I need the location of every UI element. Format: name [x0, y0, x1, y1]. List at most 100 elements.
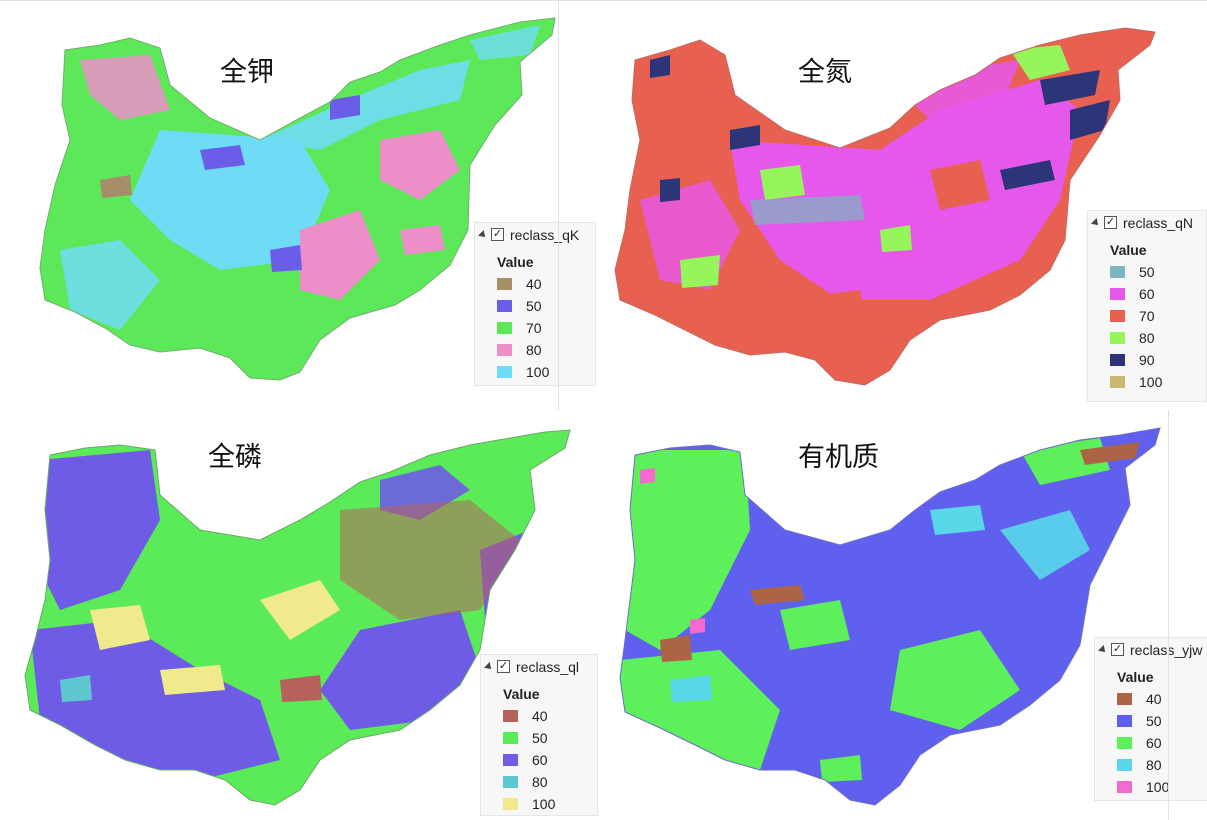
- legend-item: 100: [1095, 776, 1207, 798]
- legend-swatch: [503, 710, 518, 723]
- legend-item: 50: [475, 295, 595, 317]
- legend-swatch: [503, 798, 518, 811]
- legend-item-label: 60: [1146, 735, 1162, 751]
- layer-name: reclass_qN: [1123, 215, 1194, 231]
- layer-visibility-checkbox[interactable]: ✓: [1111, 643, 1124, 656]
- legend-item: 100: [481, 793, 597, 815]
- legend-swatch: [497, 366, 512, 379]
- legend-ql: ✓ reclass_ql Value 40 50 60 80 100: [480, 654, 598, 816]
- legend-item-label: 40: [1146, 691, 1162, 707]
- legend-item-label: 50: [1139, 264, 1155, 280]
- legend-header: ✓ reclass_yjw: [1095, 638, 1207, 662]
- layer-visibility-checkbox[interactable]: ✓: [497, 660, 510, 673]
- legend-swatch: [497, 322, 512, 335]
- legend-item: 40: [475, 273, 595, 295]
- legend-item-label: 100: [1139, 374, 1163, 390]
- legend-swatch: [497, 278, 512, 291]
- map-panel-qK: 全钾 ✓ reclass_qK Value 40 50 70 80 100: [0, 0, 600, 410]
- legend-item-label: 40: [526, 276, 542, 292]
- legend-swatch: [503, 754, 518, 767]
- layer-name: reclass_yjw: [1130, 642, 1203, 658]
- legend-item-label: 50: [526, 298, 542, 314]
- legend-item: 60: [481, 749, 597, 771]
- map-raster-yjw: [620, 428, 1160, 805]
- map-canvas-qK: [39, 17, 556, 381]
- panel-divider-horizontal: [0, 0, 1207, 1]
- legend-item: 70: [475, 317, 595, 339]
- legend-item: 90: [1088, 349, 1206, 371]
- legend-header: ✓ reclass_ql: [481, 655, 597, 679]
- map-canvas-ql: [24, 429, 571, 806]
- legend-items: 40 50 60 80 100: [481, 705, 597, 815]
- legend-item-label: 80: [526, 342, 542, 358]
- map-canvas-yjw: [619, 427, 1161, 806]
- legend-item: 80: [475, 339, 595, 361]
- map-canvas-qN: [614, 27, 1156, 386]
- legend-swatch: [497, 300, 512, 313]
- legend-item: 80: [481, 771, 597, 793]
- legend-item: 70: [1088, 305, 1206, 327]
- legend-items: 50 60 70 80 90 100: [1088, 261, 1206, 393]
- legend-item-label: 70: [526, 320, 542, 336]
- legend-swatch: [1110, 310, 1125, 323]
- map-title: 有机质: [798, 442, 879, 473]
- legend-item: 80: [1088, 327, 1206, 349]
- legend-item-label: 50: [1146, 713, 1162, 729]
- map-panel-qN: 全氮 ✓ reclass_qN Value 50 60 70 80 90 100: [600, 0, 1207, 410]
- legend-swatch: [1117, 781, 1132, 794]
- map-panel-yjw: 有机质 ✓ reclass_yjw Value 40 50 60 80 100: [600, 410, 1207, 820]
- legend-item: 100: [475, 361, 595, 383]
- legend-value-header: Value: [497, 254, 534, 270]
- legend-item: 40: [481, 705, 597, 727]
- legend-swatch: [1117, 715, 1132, 728]
- legend-item-label: 100: [1146, 779, 1170, 795]
- map-title: 全氮: [798, 57, 852, 88]
- legend-item-label: 60: [532, 752, 548, 768]
- legend-swatch: [1110, 376, 1125, 389]
- legend-item-label: 90: [1139, 352, 1155, 368]
- legend-item-label: 40: [532, 708, 548, 724]
- legend-item: 60: [1088, 283, 1206, 305]
- collapse-triangle-icon[interactable]: [1091, 218, 1101, 228]
- legend-swatch: [497, 344, 512, 357]
- map-panel-ql: 全磷 ✓ reclass_ql Value 40 50 60 80 100: [0, 410, 600, 820]
- legend-swatch: [1110, 266, 1125, 279]
- legend-item-label: 80: [532, 774, 548, 790]
- legend-item: 80: [1095, 754, 1207, 776]
- legend-qK: ✓ reclass_qK Value 40 50 70 80 100: [474, 222, 596, 386]
- legend-header: ✓ reclass_qN: [1088, 211, 1206, 235]
- map-title: 全磷: [208, 442, 262, 473]
- layer-visibility-checkbox[interactable]: ✓: [491, 228, 504, 241]
- legend-value-header: Value: [1110, 242, 1147, 258]
- legend-item-label: 100: [526, 364, 550, 380]
- collapse-triangle-icon[interactable]: [484, 662, 494, 672]
- legend-item: 50: [1088, 261, 1206, 283]
- collapse-triangle-icon[interactable]: [478, 230, 488, 240]
- layer-name: reclass_ql: [516, 659, 580, 675]
- layer-name: reclass_qK: [510, 227, 580, 243]
- legend-item: 60: [1095, 732, 1207, 754]
- legend-item-label: 80: [1139, 330, 1155, 346]
- legend-swatch: [503, 776, 518, 789]
- legend-swatch: [1110, 288, 1125, 301]
- layer-visibility-checkbox[interactable]: ✓: [1104, 216, 1117, 229]
- legend-item-label: 60: [1139, 286, 1155, 302]
- legend-swatch: [1110, 354, 1125, 367]
- legend-header: ✓ reclass_qK: [475, 223, 595, 247]
- legend-item: 40: [1095, 688, 1207, 710]
- legend-yjw: ✓ reclass_yjw Value 40 50 60 80 100: [1094, 637, 1207, 801]
- legend-swatch: [1117, 693, 1132, 706]
- legend-items: 40 50 70 80 100: [475, 273, 595, 383]
- collapse-triangle-icon[interactable]: [1098, 645, 1108, 655]
- panel-divider-vertical: [1168, 410, 1169, 820]
- legend-swatch: [1117, 737, 1132, 750]
- panel-divider-vertical: [558, 0, 559, 410]
- legend-item-label: 100: [532, 796, 556, 812]
- legend-swatch: [1110, 332, 1125, 345]
- legend-swatch: [503, 732, 518, 745]
- legend-item: 50: [481, 727, 597, 749]
- legend-swatch: [1117, 759, 1132, 772]
- legend-item-label: 50: [532, 730, 548, 746]
- legend-item: 100: [1088, 371, 1206, 393]
- legend-qN: ✓ reclass_qN Value 50 60 70 80 90 100: [1087, 210, 1207, 402]
